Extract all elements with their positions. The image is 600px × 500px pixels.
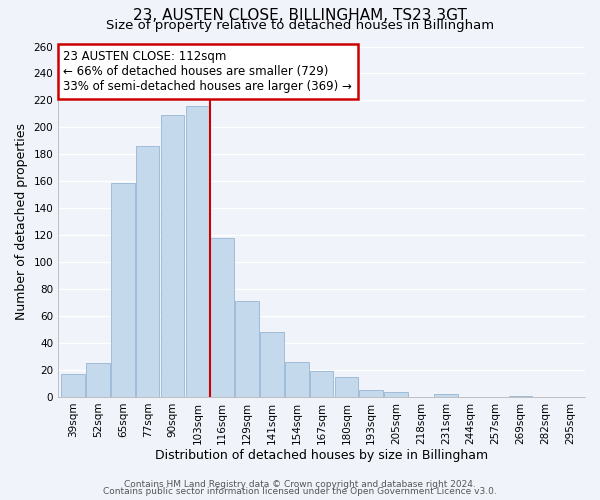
Bar [260, 332, 284, 397]
Bar [111, 182, 134, 397]
Bar [509, 396, 532, 397]
Bar [136, 146, 160, 397]
Bar [161, 115, 184, 397]
Text: 23, AUSTEN CLOSE, BILLINGHAM, TS23 3GT: 23, AUSTEN CLOSE, BILLINGHAM, TS23 3GT [133, 8, 467, 22]
Text: 23 AUSTEN CLOSE: 112sqm
← 66% of detached houses are smaller (729)
33% of semi-d: 23 AUSTEN CLOSE: 112sqm ← 66% of detache… [64, 50, 352, 93]
Bar [235, 302, 259, 397]
Bar [86, 364, 110, 397]
X-axis label: Distribution of detached houses by size in Billingham: Distribution of detached houses by size … [155, 450, 488, 462]
Bar [310, 372, 334, 397]
Bar [385, 392, 408, 397]
Bar [434, 394, 458, 397]
Bar [61, 374, 85, 397]
Bar [359, 390, 383, 397]
Text: Contains public sector information licensed under the Open Government Licence v3: Contains public sector information licen… [103, 487, 497, 496]
Text: Contains HM Land Registry data © Crown copyright and database right 2024.: Contains HM Land Registry data © Crown c… [124, 480, 476, 489]
Bar [185, 106, 209, 397]
Y-axis label: Number of detached properties: Number of detached properties [15, 123, 28, 320]
Bar [211, 238, 234, 397]
Bar [335, 376, 358, 397]
Bar [285, 362, 308, 397]
Text: Size of property relative to detached houses in Billingham: Size of property relative to detached ho… [106, 18, 494, 32]
